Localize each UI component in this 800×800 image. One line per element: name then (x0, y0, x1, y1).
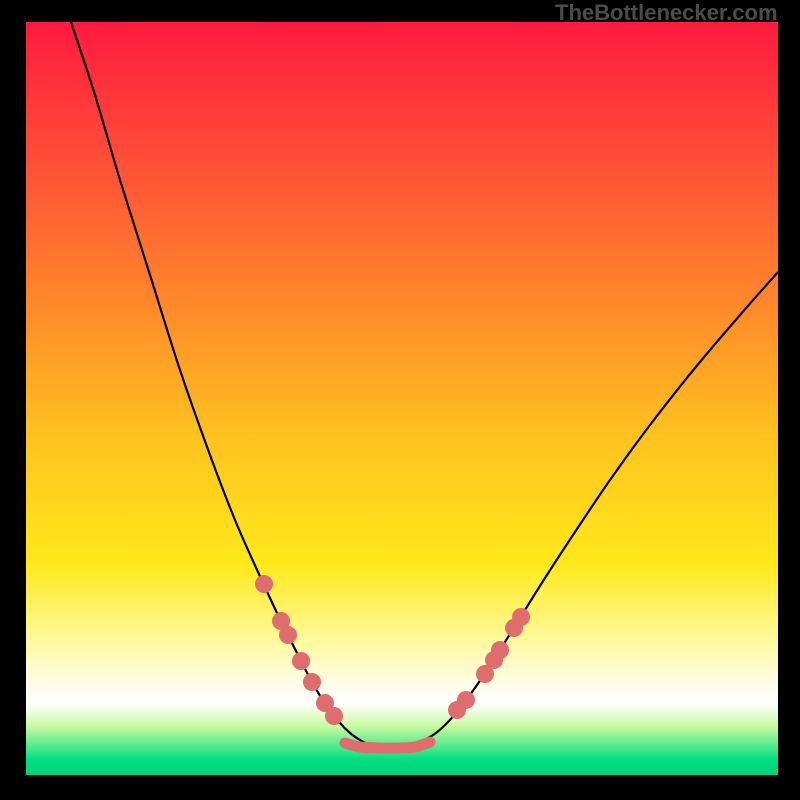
rainbow-background (26, 22, 778, 775)
data-marker (279, 626, 297, 644)
optimal-range-line (345, 742, 430, 748)
data-marker (325, 707, 343, 725)
data-marker (255, 575, 273, 593)
data-marker (292, 652, 310, 670)
bottleneck-chart (0, 0, 800, 800)
data-marker (457, 691, 475, 709)
chart-frame: TheBottlenecker.com (0, 0, 800, 800)
data-marker (491, 641, 509, 659)
data-marker (512, 608, 530, 626)
watermark-text: TheBottlenecker.com (555, 0, 778, 26)
data-marker (303, 673, 321, 691)
